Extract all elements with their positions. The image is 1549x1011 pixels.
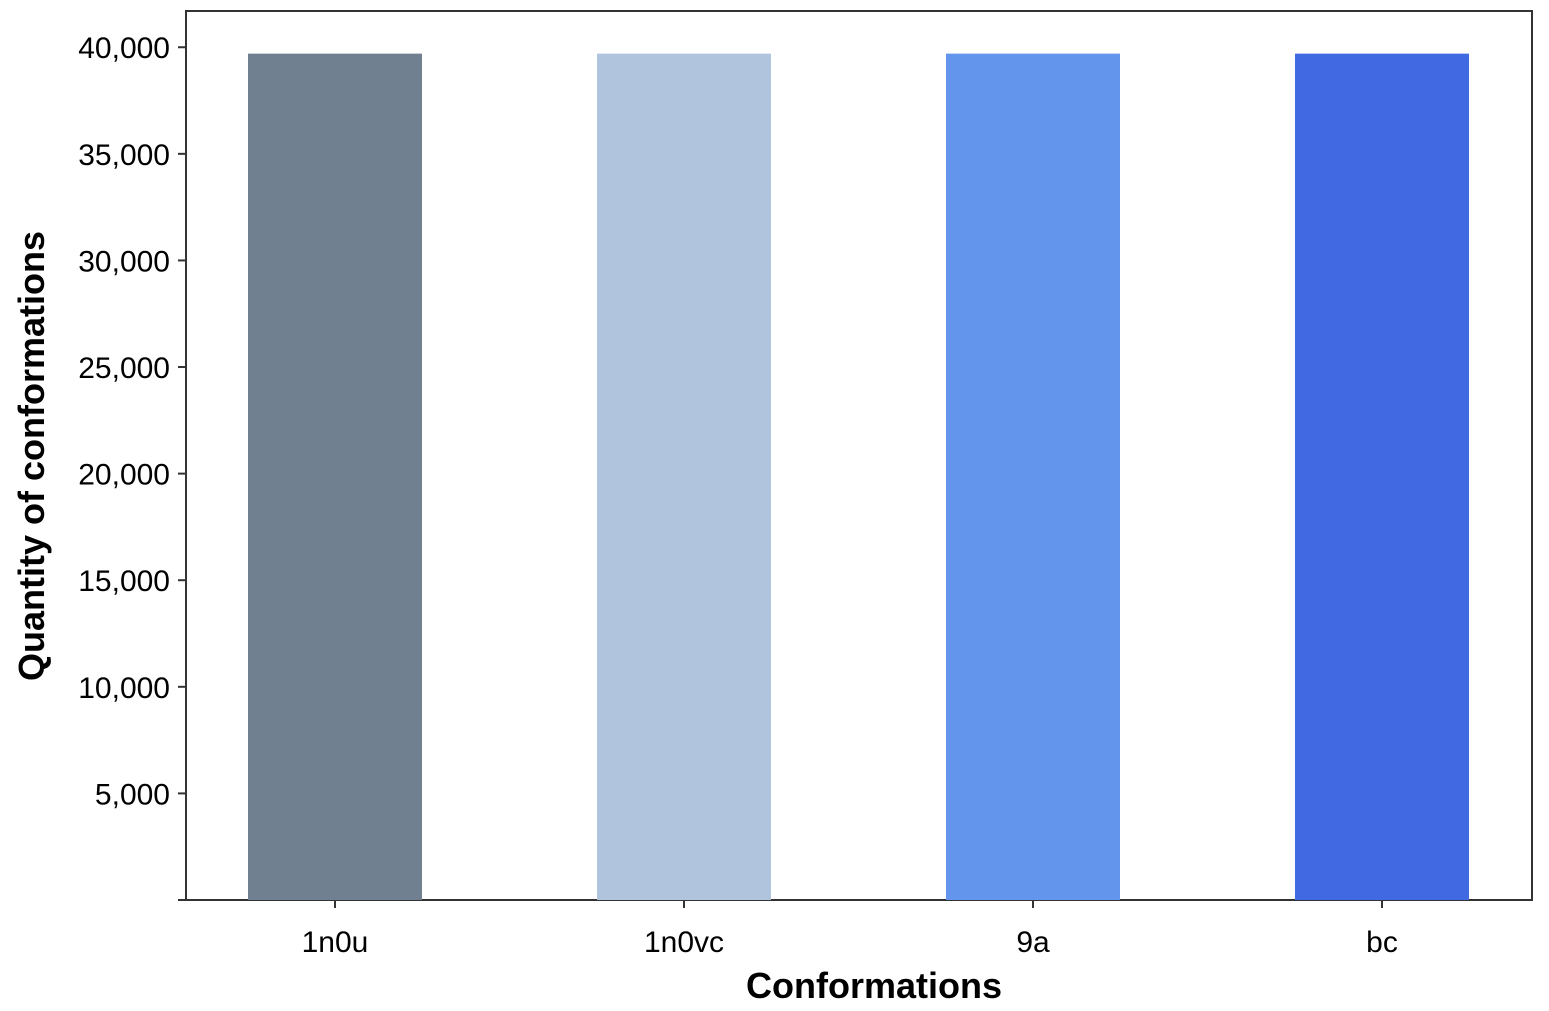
y-tick-label: 35,000: [78, 139, 170, 172]
y-tick-label: 30,000: [78, 245, 170, 278]
bars-group: [248, 53, 1469, 901]
y-ticks-group: 5,000 10,000 15,000 20,000 25,000 30,000 35,00…: [78, 32, 186, 901]
x-tick-label: 1n0u: [302, 926, 369, 959]
bar-1n0vc: [597, 53, 771, 901]
x-tick-label: 9a: [1016, 926, 1050, 959]
bar-1n0u: [248, 53, 422, 901]
y-tick-label: 25,000: [78, 352, 170, 385]
y-tick-label: 10,000: [78, 672, 170, 705]
x-ticks-group: 1n0u 1n0vc 9a bc: [302, 900, 1398, 959]
y-tick-label: 20,000: [78, 459, 170, 492]
x-axis-title: Conformations: [746, 965, 1002, 1006]
y-tick-label: 40,000: [78, 32, 170, 65]
bar-bc: [1295, 53, 1469, 901]
x-tick-label: bc: [1366, 926, 1398, 959]
y-tick-label: 5,000: [95, 778, 170, 811]
y-axis-title: Quantity of conformations: [11, 231, 52, 681]
bar-9a: [946, 53, 1120, 901]
x-tick-label: 1n0vc: [644, 926, 724, 959]
plot-frame: [185, 10, 1533, 901]
y-tick-label: 15,000: [78, 565, 170, 598]
